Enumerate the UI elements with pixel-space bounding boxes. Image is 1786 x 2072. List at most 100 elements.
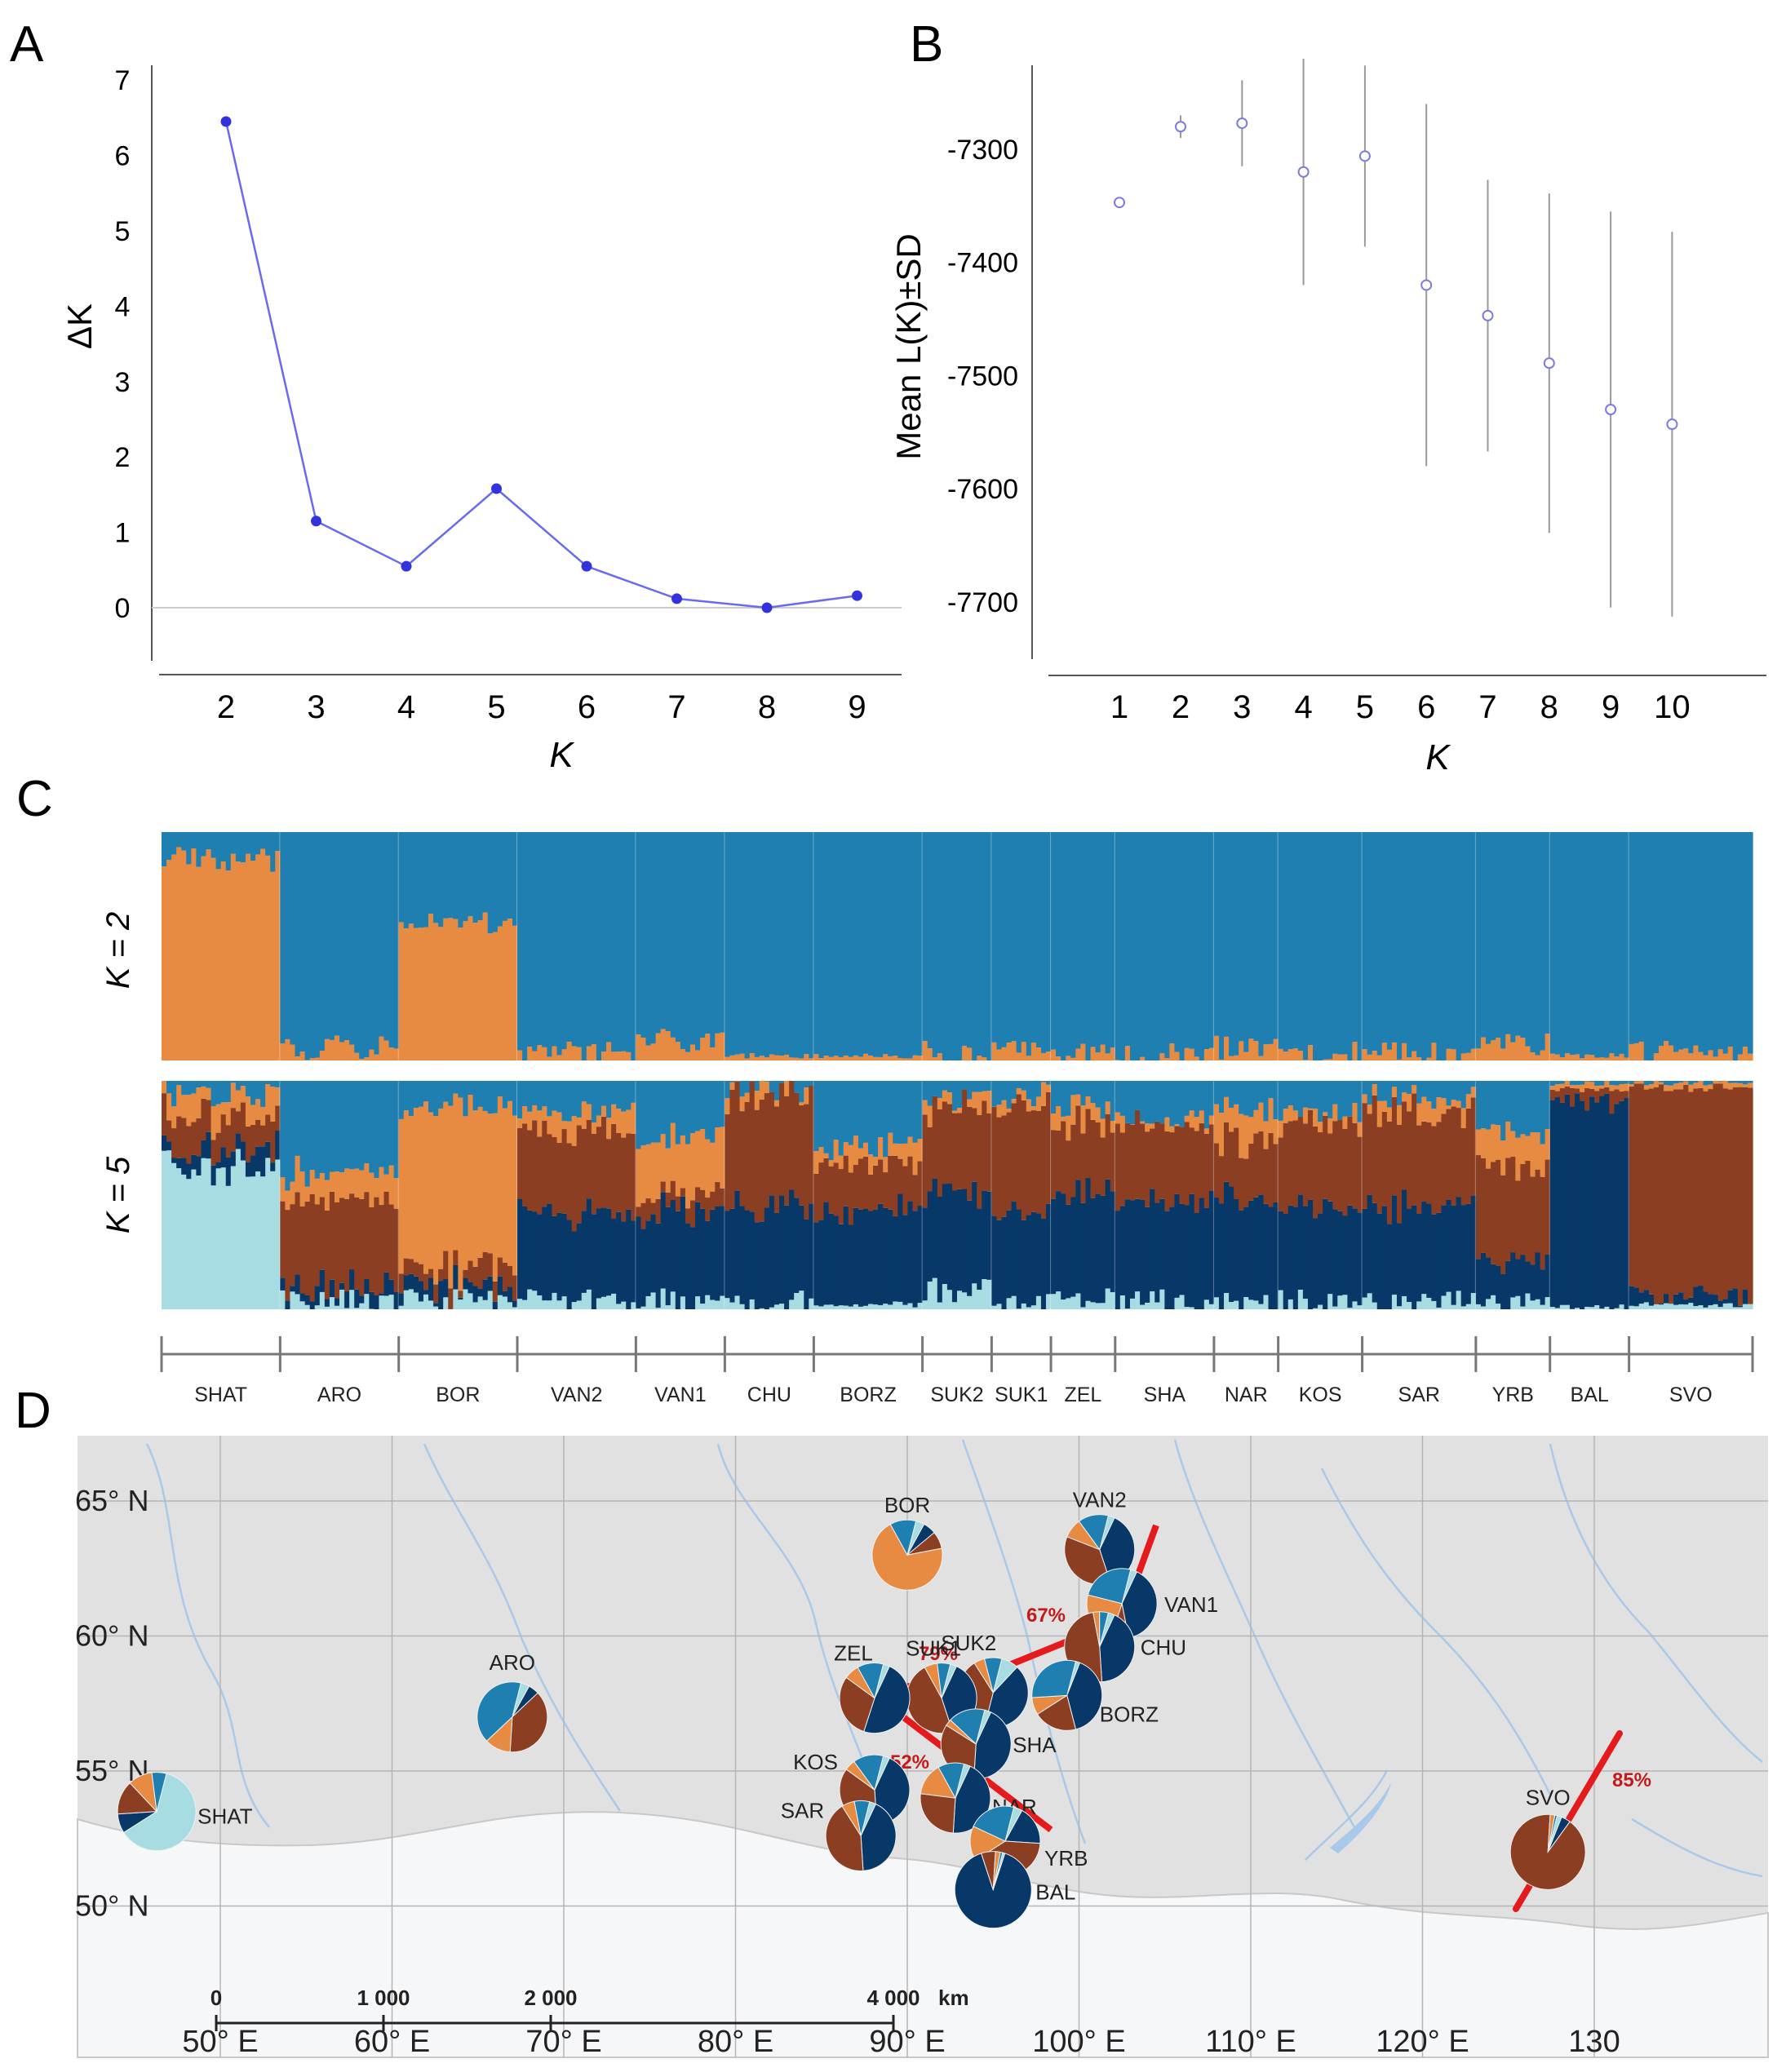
admixture-bar-segment bbox=[1342, 1129, 1349, 1216]
admixture-bar-segment bbox=[285, 1190, 291, 1211]
admixture-bar-segment bbox=[660, 832, 667, 1029]
admixture-bar-segment bbox=[1648, 832, 1655, 1060]
admixture-bar-segment bbox=[1208, 1124, 1215, 1191]
admixture-bar-segment bbox=[655, 1223, 662, 1308]
admixture-bar-segment bbox=[893, 1143, 898, 1156]
admixture-bar-segment bbox=[862, 1208, 869, 1306]
admixture-bar-segment bbox=[280, 1043, 286, 1060]
admixture-bar-segment bbox=[428, 1112, 434, 1269]
admixture-bar-segment bbox=[907, 832, 914, 1059]
admixture-bar-segment bbox=[1485, 1043, 1491, 1060]
admixture-bar-segment bbox=[537, 1045, 543, 1060]
admixture-bar-segment bbox=[388, 832, 395, 1048]
admixture-bar-segment bbox=[601, 832, 607, 1052]
admixture-bar-segment bbox=[1184, 1081, 1190, 1116]
admixture-bar-segment bbox=[344, 1291, 350, 1308]
panel-b-x-tick-label: 8 bbox=[1540, 689, 1558, 725]
admixture-bar-segment bbox=[1302, 1206, 1309, 1299]
admixture-bar-segment bbox=[1594, 832, 1600, 1058]
admixture-bar-segment bbox=[1465, 1108, 1472, 1204]
admixture-bar-segment bbox=[1263, 832, 1270, 1045]
admixture-bar-segment bbox=[1505, 1260, 1511, 1309]
admixture-bar-segment bbox=[275, 1081, 281, 1087]
admixture-bar-segment bbox=[1708, 832, 1714, 1051]
admixture-bar-segment bbox=[725, 1081, 731, 1099]
admixture-bar-segment bbox=[344, 1040, 350, 1060]
admixture-bar-segment bbox=[265, 1083, 271, 1115]
admixture-bar-segment bbox=[784, 1205, 790, 1309]
admixture-bar-segment bbox=[235, 1149, 242, 1309]
admixture-bar-segment bbox=[547, 1300, 553, 1309]
admixture-bar-segment bbox=[1722, 1303, 1729, 1309]
admixture-bar-segment bbox=[1421, 1294, 1427, 1309]
admixture-bar-segment bbox=[250, 1081, 256, 1105]
pie-slice bbox=[906, 1667, 954, 1734]
admixture-bar-segment bbox=[299, 1081, 306, 1172]
admixture-bar-segment bbox=[418, 832, 424, 928]
admixture-bar-segment bbox=[1747, 1087, 1753, 1304]
admixture-bar-segment bbox=[1653, 1304, 1660, 1309]
admixture-bar-segment bbox=[1604, 1087, 1610, 1094]
admixture-bar-segment bbox=[532, 1051, 538, 1060]
admixture-bar-segment bbox=[1273, 1202, 1279, 1309]
admixture-bar-segment bbox=[1475, 1129, 1482, 1156]
map-longitude-label: 130 bbox=[1568, 2025, 1620, 2059]
admixture-bar-segment bbox=[1263, 1044, 1270, 1060]
admixture-bar-segment bbox=[1283, 1109, 1289, 1123]
admixture-bar-segment bbox=[1569, 1081, 1575, 1086]
admixture-bar-segment bbox=[888, 1209, 893, 1305]
admixture-bar-segment bbox=[561, 1213, 568, 1297]
admixture-bar-segment bbox=[809, 1203, 814, 1299]
admixture-bar-segment bbox=[1396, 832, 1403, 1060]
admixture-bar-segment bbox=[1609, 1113, 1615, 1309]
admixture-bar-segment bbox=[1475, 1048, 1482, 1060]
admixture-bar-segment bbox=[532, 1291, 538, 1309]
admixture-bar-segment bbox=[1619, 1053, 1625, 1060]
admixture-bar-segment bbox=[517, 832, 523, 1051]
panel-b-y-axis-label: Mean L(K)±SD bbox=[889, 233, 928, 459]
admixture-bar-segment bbox=[1683, 1299, 1689, 1305]
admixture-bar-segment bbox=[1678, 1082, 1684, 1090]
admixture-bar-segment bbox=[1189, 1127, 1195, 1194]
admixture-bar-segment bbox=[453, 1081, 459, 1094]
admixture-bar-segment bbox=[1179, 1295, 1185, 1309]
admixture-bar-segment bbox=[729, 1082, 736, 1090]
admixture-bar-segment bbox=[1021, 1042, 1027, 1060]
admixture-bar-segment bbox=[542, 1206, 547, 1301]
admixture-bar-segment bbox=[166, 1093, 172, 1121]
admixture-bar-segment bbox=[379, 1205, 385, 1294]
admixture-bar-segment bbox=[1465, 1094, 1472, 1109]
panel-b-data-point bbox=[1297, 166, 1310, 178]
admixture-bar-segment bbox=[408, 832, 414, 924]
admixture-bar-segment bbox=[972, 1181, 977, 1284]
admixture-bar-segment bbox=[1386, 1224, 1393, 1309]
admixture-bar-segment bbox=[878, 1304, 884, 1309]
admixture-bar-segment bbox=[290, 1044, 296, 1060]
admixture-bar-segment bbox=[1663, 1294, 1669, 1304]
admixture-bar-segment bbox=[438, 1081, 444, 1109]
admixture-bar-segment bbox=[804, 1104, 809, 1220]
admixture-bar-segment bbox=[1446, 832, 1452, 1049]
admixture-bar-segment bbox=[1564, 1053, 1571, 1060]
panel-c-row-1 bbox=[162, 832, 1753, 1060]
admixture-bar-segment bbox=[463, 1277, 469, 1290]
admixture-bar-segment bbox=[1633, 1083, 1640, 1288]
admixture-bar-segment bbox=[1402, 1081, 1407, 1093]
admixture-bar-segment bbox=[1258, 1081, 1265, 1103]
admixture-bar-segment bbox=[413, 1292, 419, 1309]
admixture-bar-segment bbox=[1396, 1223, 1403, 1307]
admixture-bar-segment bbox=[631, 1081, 636, 1103]
admixture-bar-segment bbox=[784, 1054, 790, 1060]
admixture-bar-segment bbox=[754, 1222, 760, 1309]
admixture-bar-segment bbox=[1470, 1081, 1477, 1087]
admixture-bar-segment bbox=[1732, 832, 1739, 1060]
admixture-bar-segment bbox=[1698, 1081, 1704, 1088]
admixture-bar-segment bbox=[867, 1055, 874, 1060]
admixture-bar-segment bbox=[1510, 1081, 1516, 1131]
pie-slice bbox=[950, 1708, 986, 1745]
panel-letter-b: B bbox=[910, 16, 943, 73]
admixture-bar-segment bbox=[1030, 1106, 1037, 1111]
admixture-bar-segment bbox=[1515, 1035, 1521, 1060]
panel-c-row-2 bbox=[162, 1081, 1753, 1309]
admixture-bar-segment bbox=[1066, 832, 1071, 1056]
